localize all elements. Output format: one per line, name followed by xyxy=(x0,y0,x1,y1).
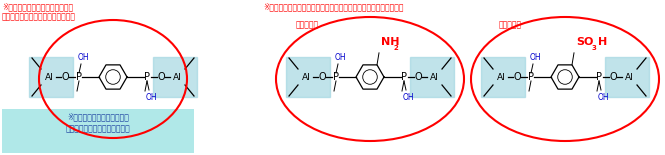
Text: NH: NH xyxy=(381,37,400,47)
Text: O: O xyxy=(318,72,326,82)
Text: Al: Al xyxy=(430,73,438,82)
Text: P: P xyxy=(528,72,534,82)
Polygon shape xyxy=(481,57,525,97)
Text: P: P xyxy=(76,72,82,82)
Text: O: O xyxy=(609,72,617,82)
Text: OH: OH xyxy=(597,93,609,102)
Text: ※リン酸アルミニウム表面は: ※リン酸アルミニウム表面は xyxy=(67,112,129,121)
Text: ※非シリカ系メソボーラス材料で: ※非シリカ系メソボーラス材料で xyxy=(2,2,73,11)
Text: OH: OH xyxy=(145,93,157,102)
Polygon shape xyxy=(153,57,197,97)
Text: メソボーラス材料で唯一親水的: メソボーラス材料で唯一親水的 xyxy=(66,124,130,133)
Text: 3: 3 xyxy=(592,45,597,51)
Text: 【強酸性】: 【強酸性】 xyxy=(499,20,522,29)
Text: 初めて細孔壁に芳香族化合物を導入: 初めて細孔壁に芳香族化合物を導入 xyxy=(2,12,76,21)
Text: Al: Al xyxy=(624,73,633,82)
Text: P: P xyxy=(144,72,150,82)
Text: OH: OH xyxy=(77,53,89,62)
Text: 2: 2 xyxy=(394,45,399,51)
Text: O: O xyxy=(157,72,165,82)
Text: SO: SO xyxy=(576,37,593,47)
Text: Al: Al xyxy=(497,73,505,82)
Polygon shape xyxy=(605,57,649,97)
Text: H: H xyxy=(598,37,607,47)
FancyBboxPatch shape xyxy=(2,109,194,153)
Text: P: P xyxy=(401,72,407,82)
Text: OH: OH xyxy=(402,93,414,102)
Polygon shape xyxy=(286,57,330,97)
Text: OH: OH xyxy=(334,53,346,62)
Text: ※酸性や塩基性の置換基をもつホスホン酸化合物からも合成が可能: ※酸性や塩基性の置換基をもつホスホン酸化合物からも合成が可能 xyxy=(263,2,403,11)
Text: Al: Al xyxy=(173,73,182,82)
Text: O: O xyxy=(61,72,68,82)
Text: OH: OH xyxy=(529,53,541,62)
Text: Al: Al xyxy=(45,73,53,82)
Polygon shape xyxy=(410,57,454,97)
Text: O: O xyxy=(513,72,521,82)
Polygon shape xyxy=(29,57,73,97)
Text: Al: Al xyxy=(302,73,311,82)
Text: O: O xyxy=(414,72,422,82)
Text: 【塩基性】: 【塩基性】 xyxy=(296,20,319,29)
Text: P: P xyxy=(333,72,339,82)
Text: P: P xyxy=(596,72,602,82)
